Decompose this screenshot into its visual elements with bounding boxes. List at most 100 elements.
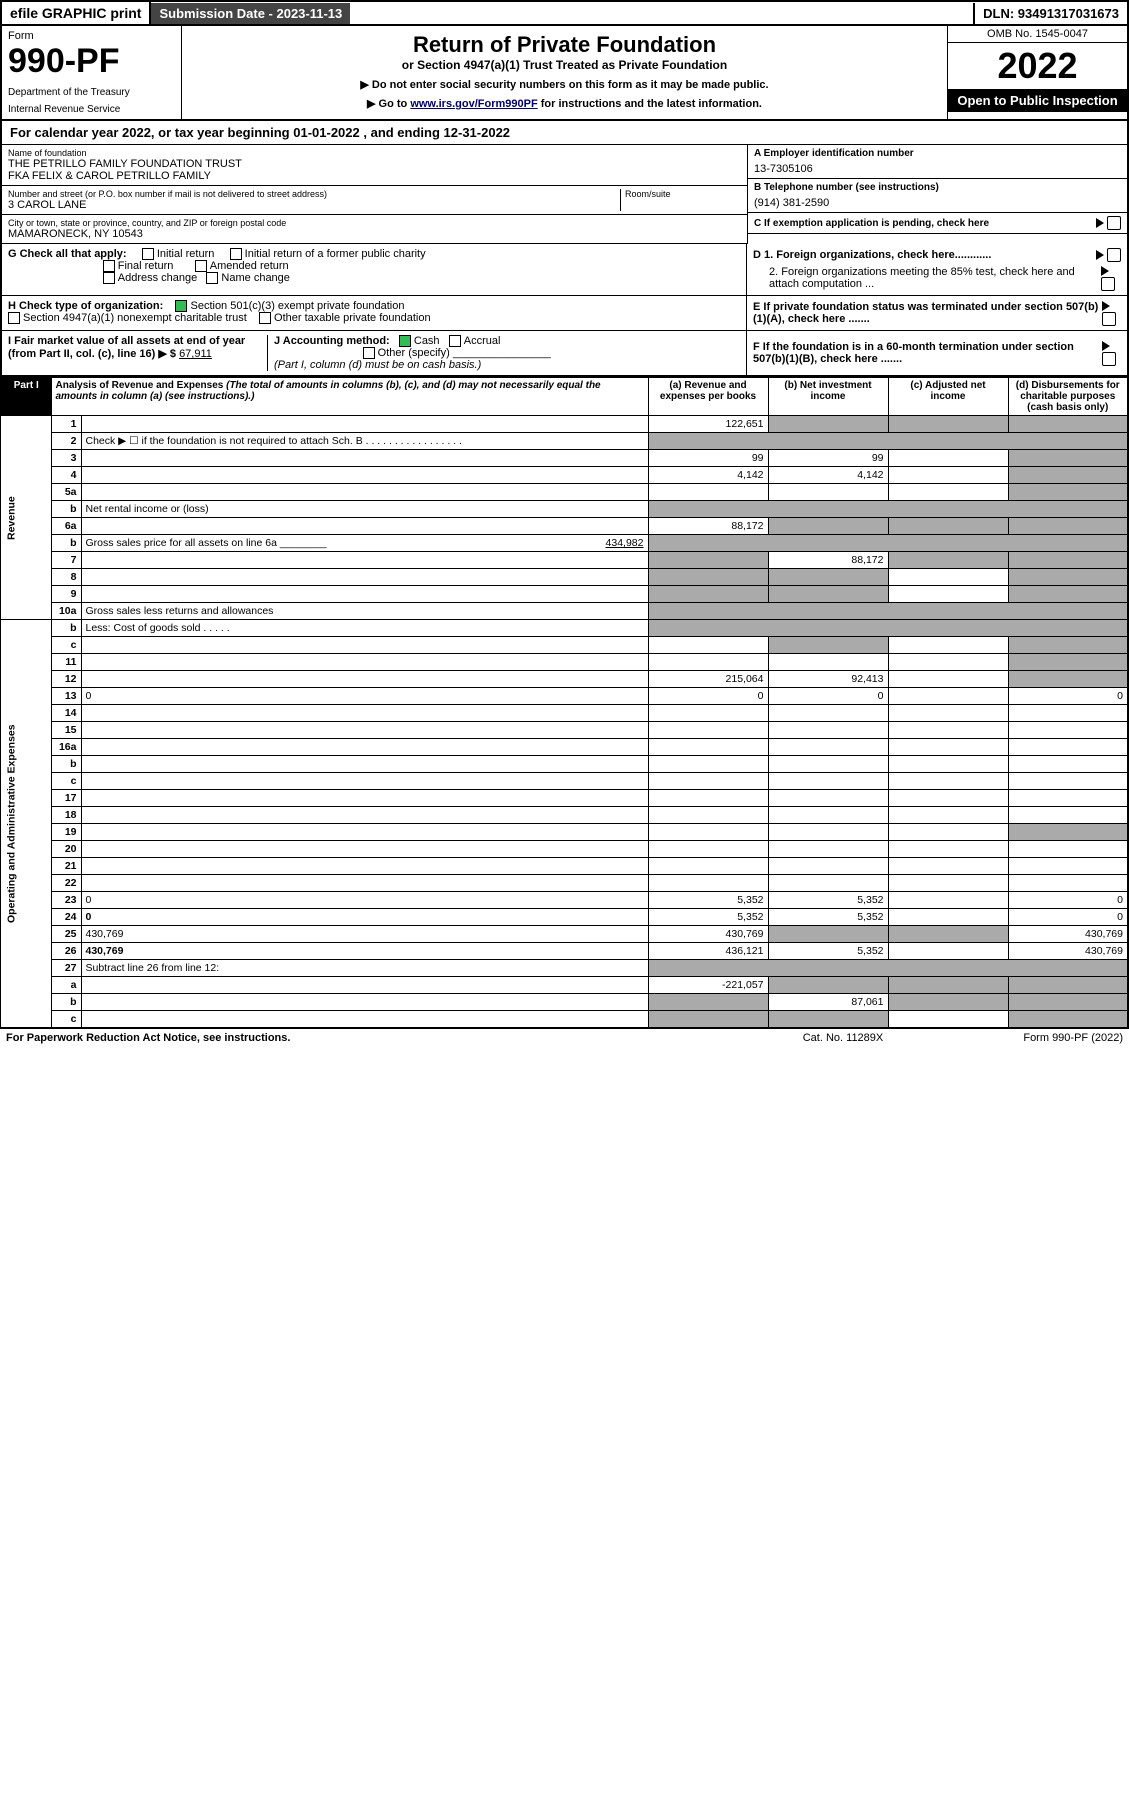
phone-cell: B Telephone number (see instructions) (9…	[748, 179, 1127, 213]
table-row: Operating and Administrative ExpensesbLe…	[1, 620, 1128, 637]
cell-b	[768, 773, 888, 790]
cell-c	[888, 467, 1008, 484]
ein-value: 13-7305106	[754, 163, 1121, 175]
cell-a	[648, 994, 768, 1011]
line-desc	[81, 841, 648, 858]
line-desc	[81, 807, 648, 824]
part1-title: Analysis of Revenue and Expenses	[56, 380, 224, 391]
dept-treasury: Department of the Treasury	[8, 87, 175, 98]
tax-year: 2022	[948, 43, 1127, 89]
checkbox-other-method[interactable]	[363, 347, 375, 359]
line-desc: Less: Cost of goods sold . . . . .	[81, 620, 648, 637]
line-desc	[81, 671, 648, 688]
address-row: Number and street (or P.O. box number if…	[2, 186, 747, 215]
form-footer: Form 990-PF (2022)	[943, 1032, 1123, 1044]
line-desc	[81, 722, 648, 739]
line-number: 7	[51, 552, 81, 569]
cell-d	[1008, 450, 1128, 467]
cell-b	[768, 739, 888, 756]
table-row: 12215,06492,413	[1, 671, 1128, 688]
checkbox-accrual[interactable]	[449, 335, 461, 347]
cell-a	[648, 841, 768, 858]
cell-d	[1008, 654, 1128, 671]
table-row: b	[1, 756, 1128, 773]
line-desc: 0	[81, 909, 648, 926]
line-desc	[81, 756, 648, 773]
cell-a	[648, 722, 768, 739]
cell-d	[1008, 637, 1128, 654]
table-row: 2305,3525,3520	[1, 892, 1128, 909]
fmv-value: 67,911	[179, 348, 212, 360]
cell-b	[768, 858, 888, 875]
checkbox-name[interactable]	[206, 272, 218, 284]
part1-tag: Part I	[1, 378, 51, 416]
calendar-year-row: For calendar year 2022, or tax year begi…	[0, 121, 1129, 145]
arrow-icon	[1101, 266, 1109, 276]
cell-c	[888, 739, 1008, 756]
foundation-name-2: FKA FELIX & CAROL PETRILLO FAMILY	[8, 170, 741, 182]
arrow-icon	[1102, 341, 1110, 351]
cell-b	[768, 824, 888, 841]
foundation-name-1: THE PETRILLO FAMILY FOUNDATION TRUST	[8, 158, 741, 170]
cell-d: 0	[1008, 688, 1128, 705]
checkbox-d1[interactable]	[1107, 248, 1121, 262]
cell-c	[888, 824, 1008, 841]
cell-noval	[648, 433, 1128, 450]
line-number: 1	[51, 416, 81, 433]
checkbox-c[interactable]	[1107, 216, 1121, 230]
cell-c	[888, 875, 1008, 892]
line-number: 19	[51, 824, 81, 841]
cell-noval	[648, 603, 1128, 620]
topbar: efile GRAPHIC print Submission Date - 20…	[0, 0, 1129, 26]
table-row: 9	[1, 586, 1128, 603]
cell-d	[1008, 518, 1128, 535]
section-g-d: G Check all that apply: Initial return I…	[0, 244, 1129, 296]
checkbox-initial[interactable]	[142, 248, 154, 260]
cell-c	[888, 773, 1008, 790]
checkbox-other-taxable[interactable]	[259, 312, 271, 324]
table-row: bGross sales price for all assets on lin…	[1, 535, 1128, 552]
line-number: 4	[51, 467, 81, 484]
checkbox-501c3[interactable]	[175, 300, 187, 312]
line-number: 27	[51, 960, 81, 977]
form-title: Return of Private Foundation	[188, 32, 941, 58]
checkbox-d2[interactable]	[1101, 277, 1115, 291]
checkbox-initial-former[interactable]	[230, 248, 242, 260]
cell-d	[1008, 467, 1128, 484]
cell-a	[648, 705, 768, 722]
year-end: 12-31-2022	[444, 125, 511, 140]
line-number: b	[51, 501, 81, 518]
revenue-sidelabel: Revenue	[1, 416, 51, 620]
line-number: 20	[51, 841, 81, 858]
cell-b	[768, 841, 888, 858]
checkbox-4947[interactable]	[8, 312, 20, 324]
checkbox-address[interactable]	[103, 272, 115, 284]
foundation-name-cell: Name of foundation THE PETRILLO FAMILY F…	[2, 145, 747, 186]
cell-c	[888, 807, 1008, 824]
cell-d	[1008, 858, 1128, 875]
cell-c	[888, 722, 1008, 739]
cell-b	[768, 705, 888, 722]
checkbox-cash[interactable]	[399, 335, 411, 347]
table-row: c	[1, 1011, 1128, 1028]
irs-link[interactable]: www.irs.gov/Form990PF	[410, 98, 537, 110]
cell-a	[648, 739, 768, 756]
checkbox-amended[interactable]	[195, 260, 207, 272]
cell-c	[888, 518, 1008, 535]
table-row: 5a	[1, 484, 1128, 501]
cell-b	[768, 586, 888, 603]
checkbox-final[interactable]	[103, 260, 115, 272]
open-inspection: Open to Public Inspection	[948, 89, 1127, 112]
cell-d	[1008, 569, 1128, 586]
col-b: (b) Net investment income	[768, 378, 888, 416]
checkbox-f[interactable]	[1102, 352, 1116, 366]
table-row: 130000	[1, 688, 1128, 705]
cell-b	[768, 569, 888, 586]
cell-a: 4,142	[648, 467, 768, 484]
cell-c	[888, 926, 1008, 943]
cell-a	[648, 484, 768, 501]
checkbox-e[interactable]	[1102, 312, 1116, 326]
cell-a	[648, 1011, 768, 1028]
line-desc	[81, 1011, 648, 1028]
cell-c	[888, 637, 1008, 654]
